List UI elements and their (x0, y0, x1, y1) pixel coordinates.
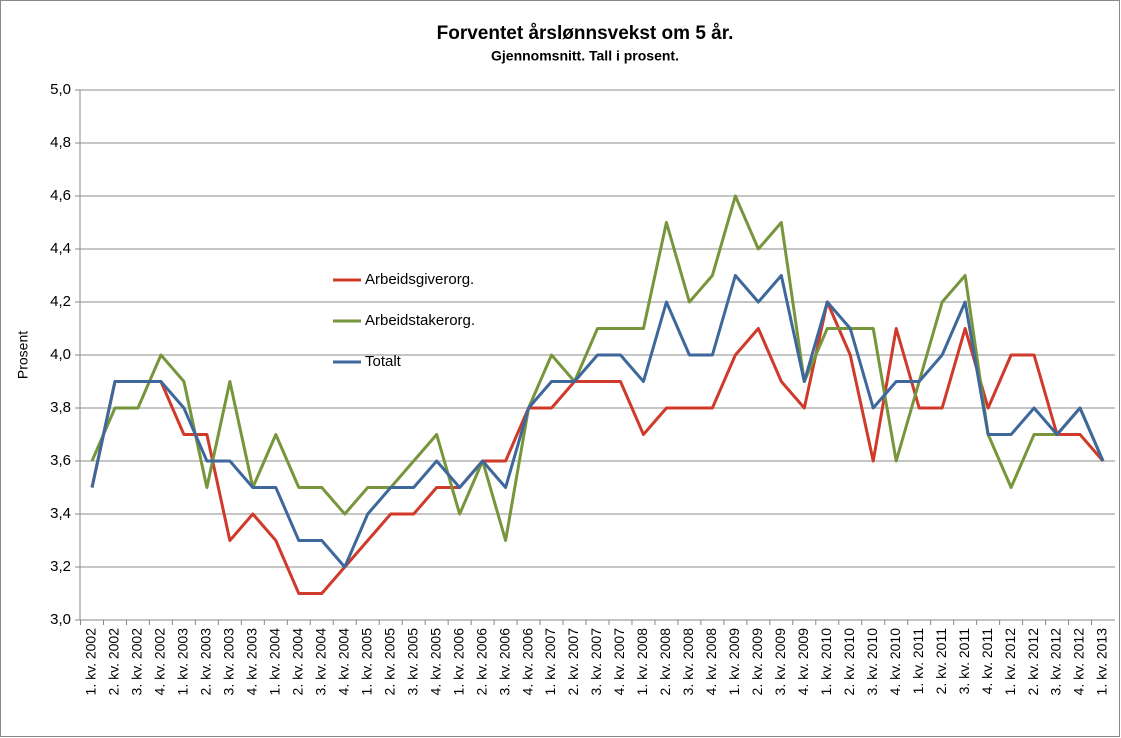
x-tick-label: 2. kv. 2011 (933, 628, 949, 695)
y-tick-label: 4,4 (50, 240, 71, 257)
legend-label: Totalt (365, 353, 402, 370)
x-tick-label: 3. kv. 2007 (588, 628, 604, 696)
y-tick-label: 4,2 (50, 293, 71, 310)
y-tick-label: 4,6 (50, 187, 71, 204)
y-tick-label: 5,0 (50, 81, 71, 98)
x-tick-label: 4. kv. 2003 (244, 628, 260, 696)
data-line (90, 274, 1105, 569)
x-tick-label: 4. kv. 2012 (1071, 628, 1087, 696)
x-tick-label: 4. kv. 2006 (519, 628, 535, 696)
x-tick-label: 4. kv. 2004 (335, 628, 351, 696)
y-tick-label: 4,0 (50, 346, 71, 363)
x-tick-label: 1. kv. 2009 (726, 628, 742, 696)
y-tick-label: 3,6 (50, 452, 71, 469)
x-tick-label: 3. kv. 2008 (680, 628, 696, 696)
chart-subtitle: Gjennomsnitt. Tall i prosent. (491, 48, 679, 64)
x-tick-label: 1. kv. 2004 (267, 628, 283, 696)
x-tick-label: 2. kv. 2012 (1025, 628, 1041, 696)
x-tick-label: 1. kv. 2002 (83, 628, 99, 696)
x-tick-label: 3. kv. 2004 (312, 628, 328, 696)
x-tick-label: 4. kv. 2002 (152, 628, 168, 696)
x-tick-label: 1. kv. 2006 (450, 628, 466, 696)
x-tick-label: 1. kv. 2013 (1094, 628, 1110, 696)
y-tick-label: 3,0 (50, 611, 71, 628)
x-tick-label: 4. kv. 2007 (611, 628, 627, 696)
legend-label: Arbeidsgiverorg. (365, 271, 474, 288)
y-tick-label: 3,2 (50, 558, 71, 575)
x-tick-label: 2. kv. 2009 (749, 628, 765, 696)
x-tick-label: 4. kv. 2008 (703, 628, 719, 696)
x-tick-label: 1. kv. 2011 (910, 628, 926, 695)
y-tick-label: 3,4 (50, 505, 71, 522)
x-tick-label: 2. kv. 2004 (289, 628, 305, 696)
x-tick-label: 1. kv. 2012 (1002, 628, 1018, 696)
x-tick-label: 4. kv. 2011 (979, 628, 995, 695)
data-line (90, 194, 1105, 542)
x-tick-label: 2. kv. 2005 (381, 628, 397, 696)
x-tick-label: 3. kv. 2002 (129, 628, 145, 696)
x-tick-label: 1. kv. 2007 (542, 628, 558, 696)
x-tick-label: 3. kv. 2009 (772, 628, 788, 696)
x-tick-label: 3. kv. 2012 (1048, 628, 1064, 696)
x-tick-label: 2. kv. 2007 (565, 628, 581, 696)
x-tick-label: 4. kv. 2010 (887, 628, 903, 696)
x-tick-label: 3. kv. 2003 (221, 628, 237, 696)
x-tick-label: 1. kv. 2010 (818, 628, 834, 696)
y-axis-label: Prosent (15, 331, 31, 379)
x-tick-label: 3. kv. 2006 (496, 628, 512, 696)
legend-label: Arbeidstakerorg. (365, 312, 475, 329)
x-tick-label: 2. kv. 2010 (841, 628, 857, 696)
x-tick-label: 2. kv. 2006 (473, 628, 489, 696)
x-tick-label: 3. kv. 2005 (404, 628, 420, 696)
x-tick-label: 1. kv. 2003 (175, 628, 191, 696)
x-tick-label: 3. kv. 2011 (956, 628, 972, 695)
y-tick-label: 3,8 (50, 399, 71, 416)
x-tick-label: 4. kv. 2009 (795, 628, 811, 696)
x-tick-label: 1. kv. 2005 (358, 628, 374, 696)
x-tick-label: 2. kv. 2003 (198, 628, 214, 696)
y-tick-label: 4,8 (50, 134, 71, 151)
data-line (90, 300, 1105, 595)
x-tick-label: 1. kv. 2008 (634, 628, 650, 696)
x-tick-label: 3. kv. 2010 (864, 628, 880, 696)
x-tick-label: 4. kv. 2005 (427, 628, 443, 696)
x-tick-label: 2. kv. 2002 (106, 628, 122, 696)
x-tick-label: 2. kv. 2008 (657, 628, 673, 696)
chart-title: Forventet årslønnsvekst om 5 år. (437, 23, 734, 44)
